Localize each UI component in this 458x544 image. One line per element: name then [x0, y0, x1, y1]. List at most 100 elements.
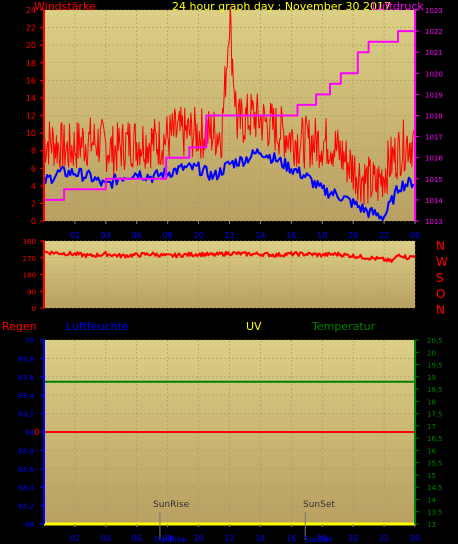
compass-s: S	[436, 271, 444, 285]
humidity-tick-label: 70	[25, 337, 34, 345]
temperature-tick-label: 17,5	[427, 411, 443, 419]
y-right-tick-label: 1021	[425, 49, 443, 57]
x-tick-label: 06	[132, 231, 142, 240]
humidity-tick-label: 68,2	[18, 503, 34, 511]
y-left-tick-label: 14	[26, 94, 36, 103]
sunset-bottom-label: SunSet	[304, 535, 333, 544]
direction-tick-label: 0	[32, 305, 36, 313]
humidity-tick-label: 69,8	[18, 355, 34, 363]
x-tick-label: 16	[286, 534, 296, 543]
temperature-tick-label: 17	[427, 423, 436, 431]
temperature-tick-label: 14,5	[427, 484, 443, 492]
y-right-tick-label: 1016	[425, 155, 443, 163]
x-tick-label: 08	[163, 231, 173, 240]
x-tick-label: 14	[255, 534, 265, 543]
y-right-tick-label: 1023	[425, 7, 443, 15]
y-left-tick-label: 6	[31, 164, 36, 173]
y-left-tick-label: 8	[31, 147, 36, 156]
direction-tick-label: 270	[23, 255, 36, 263]
x-tick-label: 00	[410, 534, 420, 543]
y-right-tick-label: 1019	[425, 91, 443, 99]
y-left-tick-label: 4	[31, 182, 36, 191]
humidity-tick-label: 69,4	[18, 392, 34, 400]
x-tick-label: 04	[101, 534, 111, 543]
x-tick-label: 06	[132, 534, 142, 543]
temperature-tick-label: 19,5	[427, 362, 443, 370]
x-tick-label: 02	[70, 534, 80, 543]
series-direction	[43, 250, 416, 264]
y-right-tick-label: 1017	[425, 134, 443, 142]
sunrise-label: SunRise	[153, 500, 190, 510]
y-left-tick-label: 12	[26, 112, 36, 121]
y-left-tick-label: 20	[26, 41, 36, 50]
x-tick-label: 20	[348, 231, 358, 240]
humidity-label: Luftfeuchte	[66, 320, 129, 333]
y-left-tick-label: 0	[31, 217, 36, 226]
temperature-tick-label: 15,5	[427, 460, 443, 468]
temperature-tick-label: 18,5	[427, 386, 443, 394]
y-left-tick-label: 16	[26, 76, 36, 85]
y-left-tick-label: 22	[26, 24, 36, 33]
temperature-tick-label: 18	[427, 398, 436, 406]
rain-label: Regen	[2, 320, 37, 333]
pressure-axis-title: Luftdruck	[372, 0, 424, 13]
x-tick-label: 22	[379, 534, 389, 543]
uv-label: UV	[246, 320, 262, 333]
humidity-tick-label: 69,6	[18, 374, 34, 382]
humidity-tick-label: 68,4	[18, 484, 34, 492]
humidity-tick-label: 68,6	[18, 466, 34, 474]
compass-w: W	[436, 255, 448, 269]
humidity-tick-label: 68,8	[18, 447, 34, 455]
y-left-tick-label: 24	[26, 6, 36, 15]
temperature-tick-label: 14	[427, 496, 436, 504]
y-right-tick-label: 1014	[425, 197, 443, 205]
rain-zero-marker: 0	[34, 428, 40, 438]
y-right-tick-label: 1020	[425, 70, 443, 78]
y-left-tick-label: 10	[26, 129, 36, 138]
x-tick-label: 02	[70, 231, 80, 240]
x-tick-label: 10	[193, 231, 203, 240]
y-right-tick-label: 1022	[425, 28, 443, 36]
humidity-tick-label: 68	[25, 521, 34, 529]
x-tick-label: 20	[348, 534, 358, 543]
series-pressure	[44, 30, 415, 201]
temperature-tick-label: 20,5	[427, 337, 443, 345]
temperature-tick-label: 20	[427, 349, 436, 357]
sunset-label: SunSet	[303, 500, 335, 510]
temperature-tick-label: 15	[427, 472, 436, 480]
temperature-label: Temperatur	[312, 320, 376, 333]
x-tick-label: 04	[101, 231, 111, 240]
wind-axis-title: Windstärke	[34, 0, 96, 13]
x-tick-label: 16	[286, 231, 296, 240]
direction-tick-label: 90	[27, 288, 36, 296]
compass-o: O	[436, 287, 446, 301]
x-tick-label: 18	[317, 231, 327, 240]
sunrise-bottom-label: SunRise	[154, 535, 187, 544]
temperature-tick-label: 13,5	[427, 509, 443, 517]
humidity-tick-label: 69	[25, 429, 34, 437]
x-tick-label: 14	[255, 231, 265, 240]
y-right-tick-label: 1013	[425, 218, 443, 226]
x-tick-label: 18	[317, 534, 327, 543]
temperature-tick-label: 16	[427, 447, 436, 455]
temperature-tick-label: 19	[427, 374, 436, 382]
temperature-tick-label: 16,5	[427, 435, 443, 443]
y-right-tick-label: 1018	[425, 113, 443, 121]
temperature-tick-label: 13	[427, 521, 436, 529]
direction-tick-label: 180	[23, 272, 36, 280]
x-tick-label: 12	[224, 231, 234, 240]
y-right-tick-label: 1015	[425, 176, 443, 184]
compass-n-bottom: N	[436, 303, 445, 317]
graph-date-title: 24 hour graph day : November 30 2017	[172, 0, 392, 13]
y-left-tick-label: 2	[31, 199, 36, 208]
x-tick-label: 22	[379, 231, 389, 240]
y-left-tick-label: 18	[26, 59, 36, 68]
series-gust	[43, 6, 415, 205]
x-tick-label: 08	[163, 534, 173, 543]
x-tick-label: 10	[193, 534, 203, 543]
compass-n-top: N	[436, 239, 445, 253]
direction-tick-label: 360	[23, 238, 36, 246]
humidity-tick-label: 69,2	[18, 411, 34, 419]
